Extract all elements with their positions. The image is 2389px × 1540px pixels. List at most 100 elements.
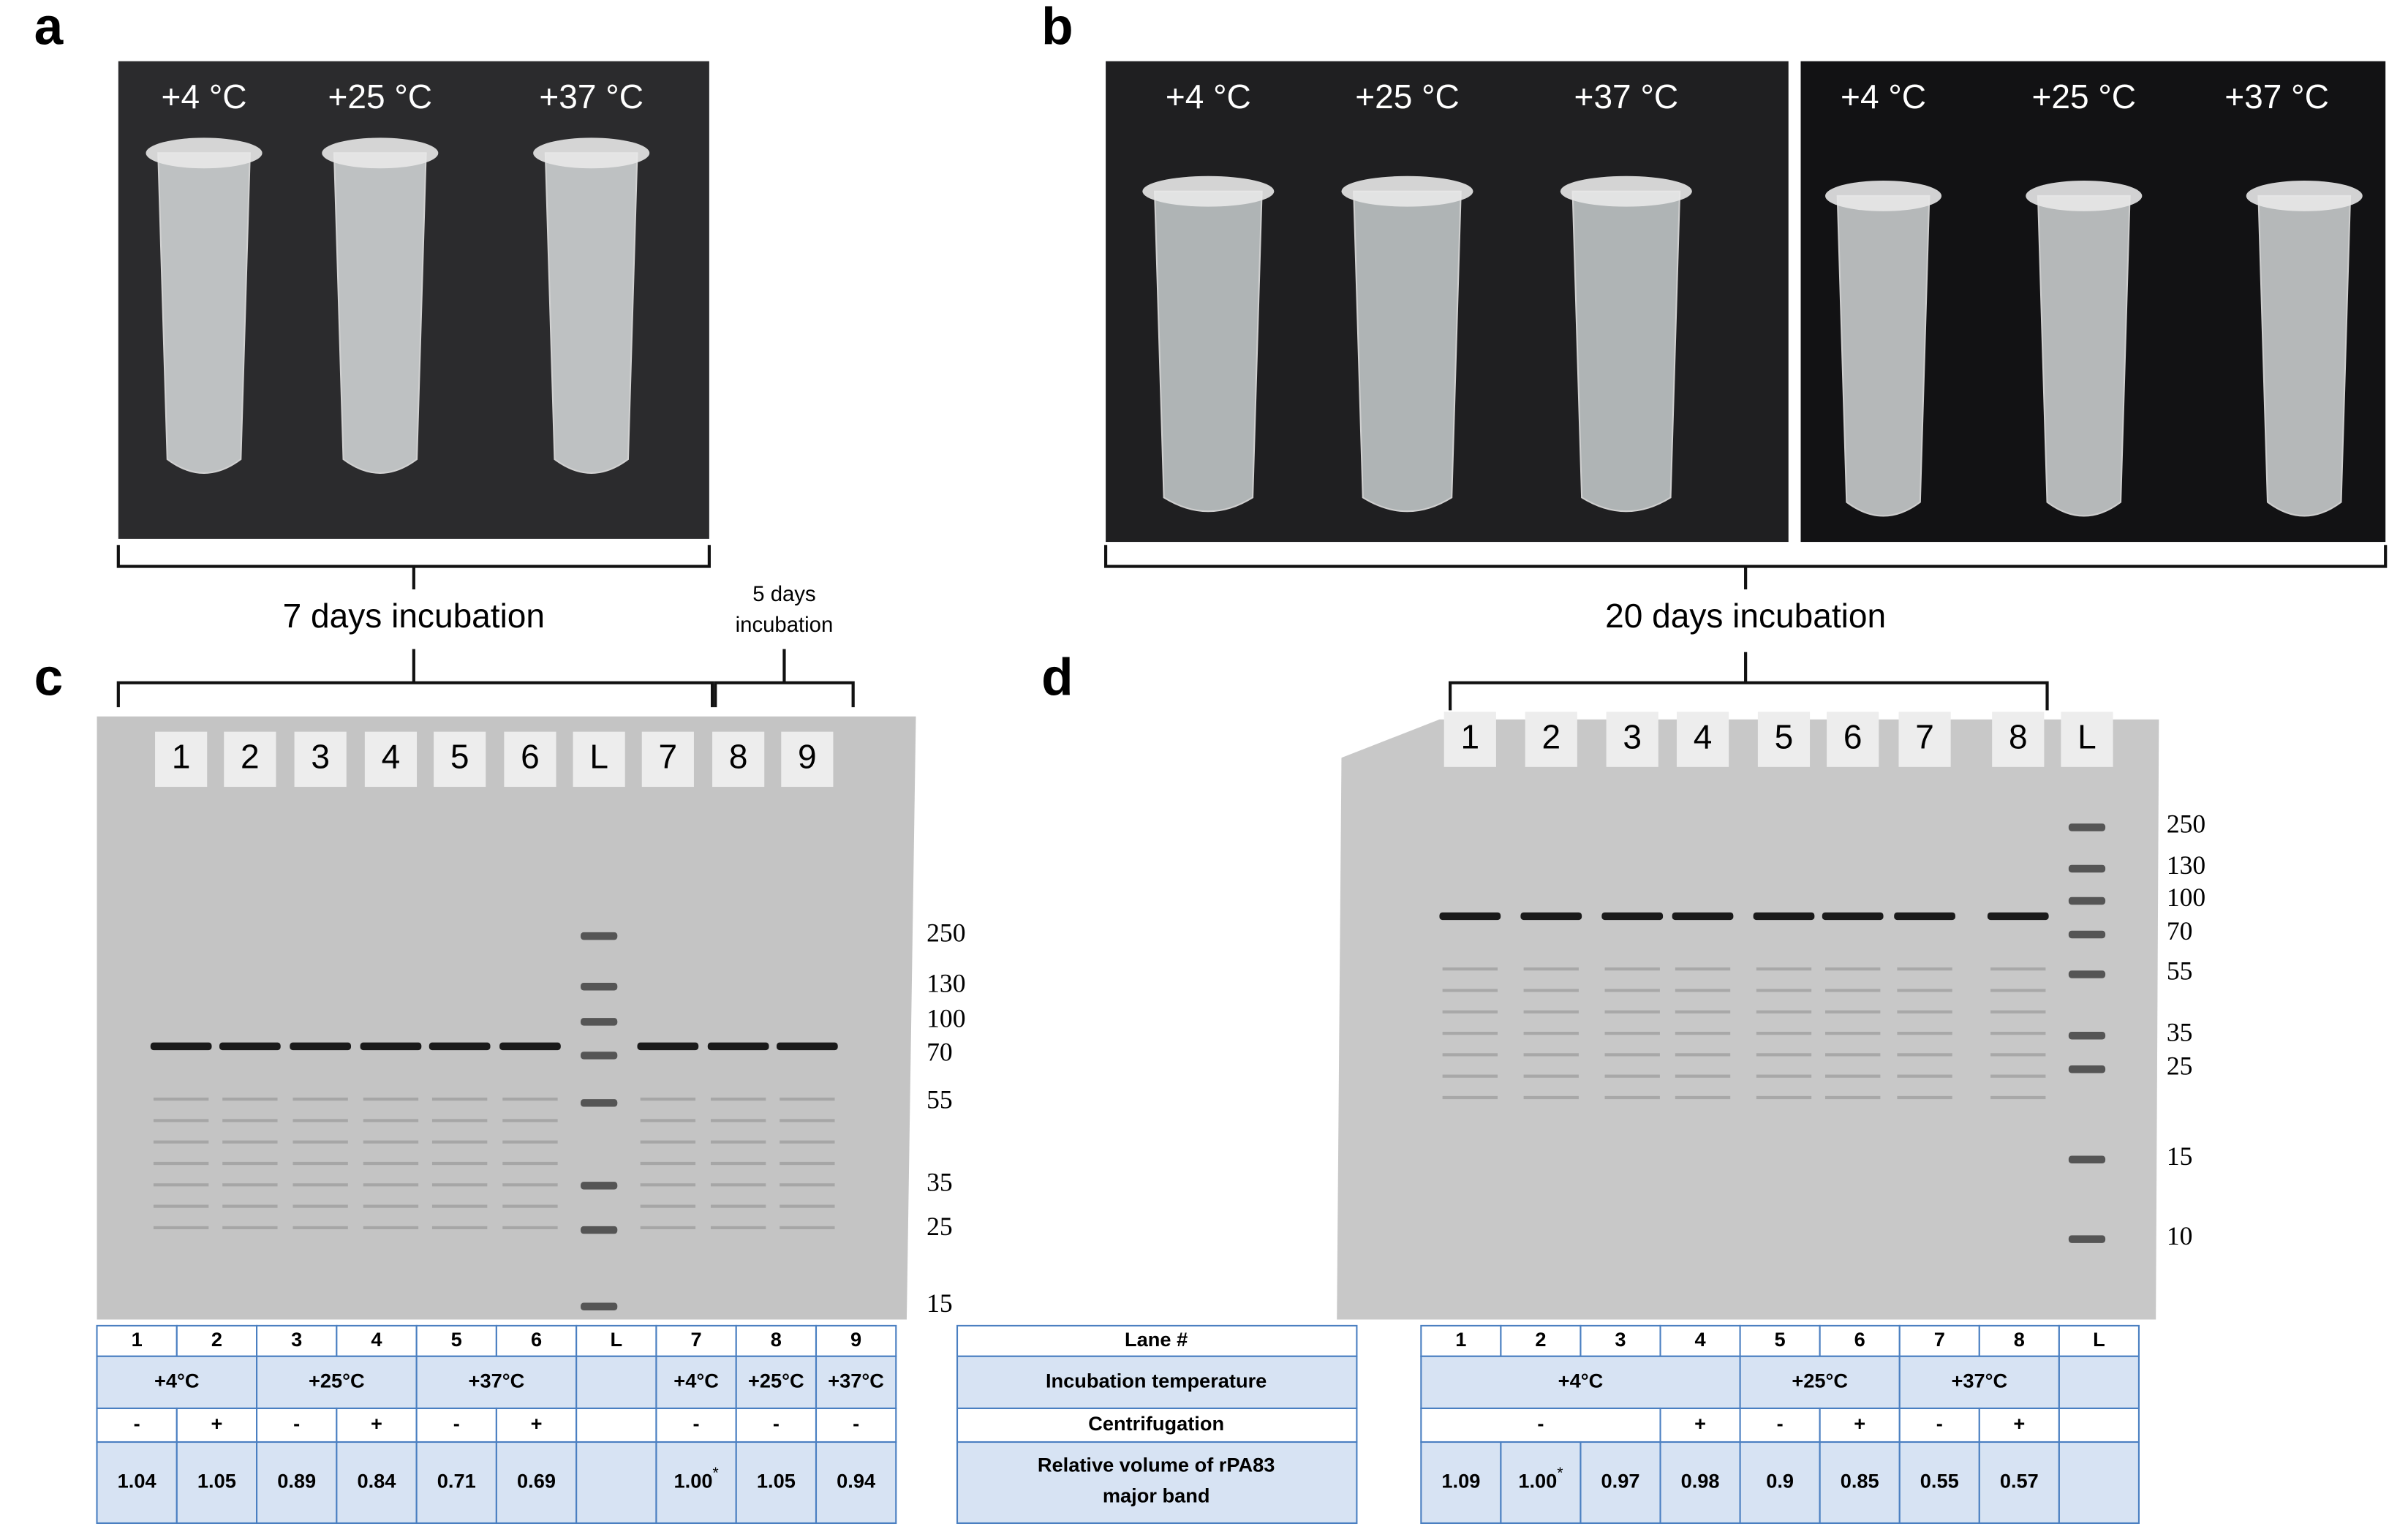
legend-text: Lane #	[1125, 1328, 1188, 1351]
table-cell	[655, 1355, 737, 1410]
minor-band	[1442, 967, 1498, 971]
minor-band	[780, 1097, 835, 1101]
tube-cap	[2246, 181, 2363, 211]
lane-label: L	[589, 738, 608, 776]
table-cell	[956, 1324, 1358, 1357]
table-cell	[2058, 1441, 2140, 1525]
marker-label: 35	[2167, 1017, 2193, 1046]
ladder-band	[2068, 864, 2106, 873]
well-tab	[573, 731, 625, 788]
minor-band	[1604, 1074, 1660, 1078]
table-cell	[1659, 1441, 1741, 1525]
band	[637, 1042, 699, 1051]
minor-band	[1675, 989, 1731, 992]
marker-label: 70	[926, 1038, 953, 1067]
well-tab	[1992, 712, 2045, 767]
tube	[1836, 195, 1931, 517]
ladder-band	[2068, 1065, 2106, 1073]
table-cell	[1898, 1355, 2060, 1410]
cell-text: 7	[1934, 1328, 1945, 1351]
ladder-band	[581, 1226, 618, 1234]
minor-band	[1897, 1031, 1952, 1035]
table-cell	[176, 1324, 258, 1357]
content: a b c d +4 °C +25 °C +37 °C +4 °C +25 °C +37 °C +4…	[34, 0, 2363, 1525]
minor-band	[502, 1161, 558, 1166]
well-tab	[224, 731, 276, 788]
table-cell	[415, 1441, 497, 1525]
minor-band	[431, 1204, 488, 1208]
minor-band	[363, 1119, 419, 1122]
band	[429, 1042, 491, 1051]
minor-band	[1990, 1010, 2046, 1014]
minor-band	[780, 1183, 835, 1187]
minor-band	[363, 1183, 419, 1187]
well-tab	[641, 731, 694, 788]
temperature-label: +37 °C	[539, 78, 644, 116]
table-cell	[1819, 1441, 1901, 1525]
cell-text: 0.84	[357, 1470, 396, 1492]
minor-band	[1990, 967, 2046, 971]
minor-band	[502, 1226, 558, 1230]
marker-label: 25	[926, 1212, 953, 1241]
minor-band	[710, 1119, 766, 1122]
lane-label: 2	[241, 738, 260, 776]
table-cell	[415, 1407, 497, 1443]
cell-text: +	[531, 1412, 543, 1435]
marker-label: 70	[2167, 916, 2193, 945]
table-cell	[655, 1441, 737, 1525]
band	[290, 1042, 352, 1051]
well-tab	[1606, 712, 1658, 767]
minor-band	[153, 1204, 209, 1208]
minor-band	[153, 1119, 209, 1122]
well-tab	[434, 731, 486, 788]
minor-band	[640, 1204, 696, 1208]
ladder-band	[581, 1302, 618, 1310]
cell-text: +4°C	[1558, 1370, 1604, 1392]
tube	[544, 152, 638, 474]
cell-text: 0.9	[1766, 1470, 1794, 1492]
cell-text: +4°C	[154, 1370, 200, 1392]
table-cell	[1659, 1407, 1741, 1443]
minor-band	[1442, 1074, 1498, 1078]
cell-text: 6	[1854, 1328, 1865, 1351]
well-tab	[1676, 712, 1729, 767]
marker-label: 130	[2167, 850, 2205, 880]
table-cell	[1978, 1441, 2060, 1525]
marker-label: 55	[2167, 956, 2193, 986]
table-cell	[1898, 1441, 1980, 1525]
minor-band	[431, 1140, 488, 1144]
tube-cap	[1824, 181, 1942, 211]
marker-label: 250	[2167, 809, 2205, 839]
minor-band	[710, 1140, 766, 1144]
cell-text: 1.05	[757, 1470, 796, 1492]
legend-text: Centrifugation	[1088, 1412, 1224, 1435]
minor-band	[1824, 1074, 1881, 1078]
minor-band	[1990, 989, 2046, 992]
minor-band	[640, 1097, 696, 1101]
minor-band	[293, 1204, 348, 1208]
minor-band	[1990, 1053, 2046, 1057]
lane-label: 1	[1461, 717, 1480, 755]
minor-band	[1442, 1031, 1498, 1035]
tube-cap	[1341, 175, 1473, 207]
minor-band	[1523, 967, 1579, 971]
cell-text: 0.69	[517, 1470, 556, 1492]
caption: incubation	[736, 613, 834, 637]
minor-band	[222, 1204, 278, 1208]
minor-band	[1990, 1095, 2046, 1100]
minor-band	[153, 1161, 209, 1166]
cell-text: 2	[211, 1328, 222, 1351]
marker-label: 10	[2167, 1221, 2193, 1250]
cell-text: 3	[291, 1328, 302, 1351]
cell-text: +	[211, 1412, 222, 1435]
temperature-label: +25 °C	[1355, 78, 1460, 116]
minor-band	[1523, 1010, 1579, 1014]
minor-band	[502, 1140, 558, 1144]
well-tab	[2061, 712, 2113, 767]
minor-band	[1756, 967, 1812, 971]
minor-band	[502, 1183, 558, 1187]
minor-band	[710, 1161, 766, 1166]
minor-band	[1523, 989, 1579, 992]
marker-label: 100	[926, 1003, 965, 1033]
brace-c	[116, 649, 714, 708]
